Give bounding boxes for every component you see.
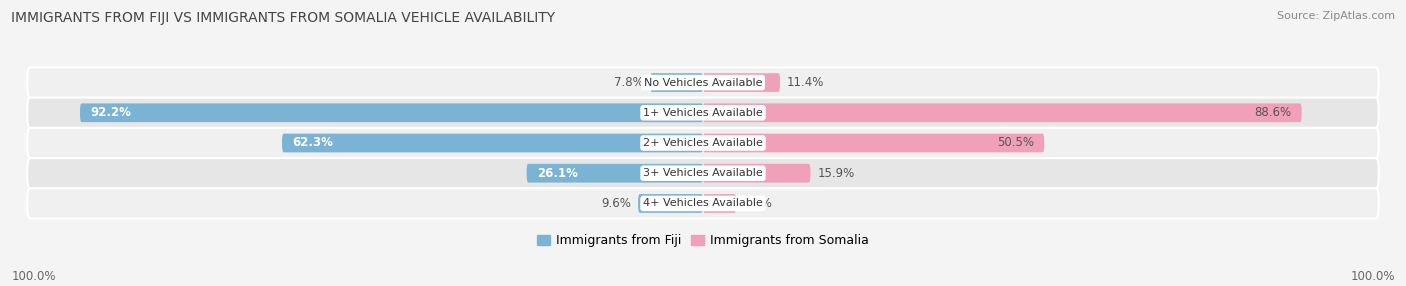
FancyBboxPatch shape xyxy=(27,188,1379,219)
Text: 11.4%: 11.4% xyxy=(787,76,824,89)
FancyBboxPatch shape xyxy=(703,164,810,182)
FancyBboxPatch shape xyxy=(80,104,703,122)
Text: Source: ZipAtlas.com: Source: ZipAtlas.com xyxy=(1277,11,1395,21)
Text: 7.8%: 7.8% xyxy=(614,76,644,89)
Text: 26.1%: 26.1% xyxy=(537,167,578,180)
FancyBboxPatch shape xyxy=(703,104,1302,122)
Text: 100.0%: 100.0% xyxy=(11,270,56,283)
FancyBboxPatch shape xyxy=(27,128,1379,158)
Legend: Immigrants from Fiji, Immigrants from Somalia: Immigrants from Fiji, Immigrants from So… xyxy=(531,229,875,252)
Text: IMMIGRANTS FROM FIJI VS IMMIGRANTS FROM SOMALIA VEHICLE AVAILABILITY: IMMIGRANTS FROM FIJI VS IMMIGRANTS FROM … xyxy=(11,11,555,25)
FancyBboxPatch shape xyxy=(27,98,1379,128)
FancyBboxPatch shape xyxy=(283,134,703,152)
FancyBboxPatch shape xyxy=(703,73,780,92)
Text: 62.3%: 62.3% xyxy=(292,136,333,150)
Text: 92.2%: 92.2% xyxy=(90,106,131,119)
Text: 9.6%: 9.6% xyxy=(602,197,631,210)
FancyBboxPatch shape xyxy=(527,164,703,182)
Text: 4+ Vehicles Available: 4+ Vehicles Available xyxy=(643,198,763,208)
FancyBboxPatch shape xyxy=(703,134,1045,152)
Text: 1+ Vehicles Available: 1+ Vehicles Available xyxy=(643,108,763,118)
Text: 2+ Vehicles Available: 2+ Vehicles Available xyxy=(643,138,763,148)
Text: 3+ Vehicles Available: 3+ Vehicles Available xyxy=(643,168,763,178)
Text: 15.9%: 15.9% xyxy=(817,167,855,180)
Text: 4.9%: 4.9% xyxy=(742,197,773,210)
Text: 50.5%: 50.5% xyxy=(997,136,1033,150)
FancyBboxPatch shape xyxy=(27,158,1379,188)
FancyBboxPatch shape xyxy=(27,67,1379,98)
FancyBboxPatch shape xyxy=(703,194,737,213)
Text: No Vehicles Available: No Vehicles Available xyxy=(644,78,762,88)
Text: 88.6%: 88.6% xyxy=(1254,106,1292,119)
Text: 100.0%: 100.0% xyxy=(1350,270,1395,283)
FancyBboxPatch shape xyxy=(651,73,703,92)
FancyBboxPatch shape xyxy=(638,194,703,213)
